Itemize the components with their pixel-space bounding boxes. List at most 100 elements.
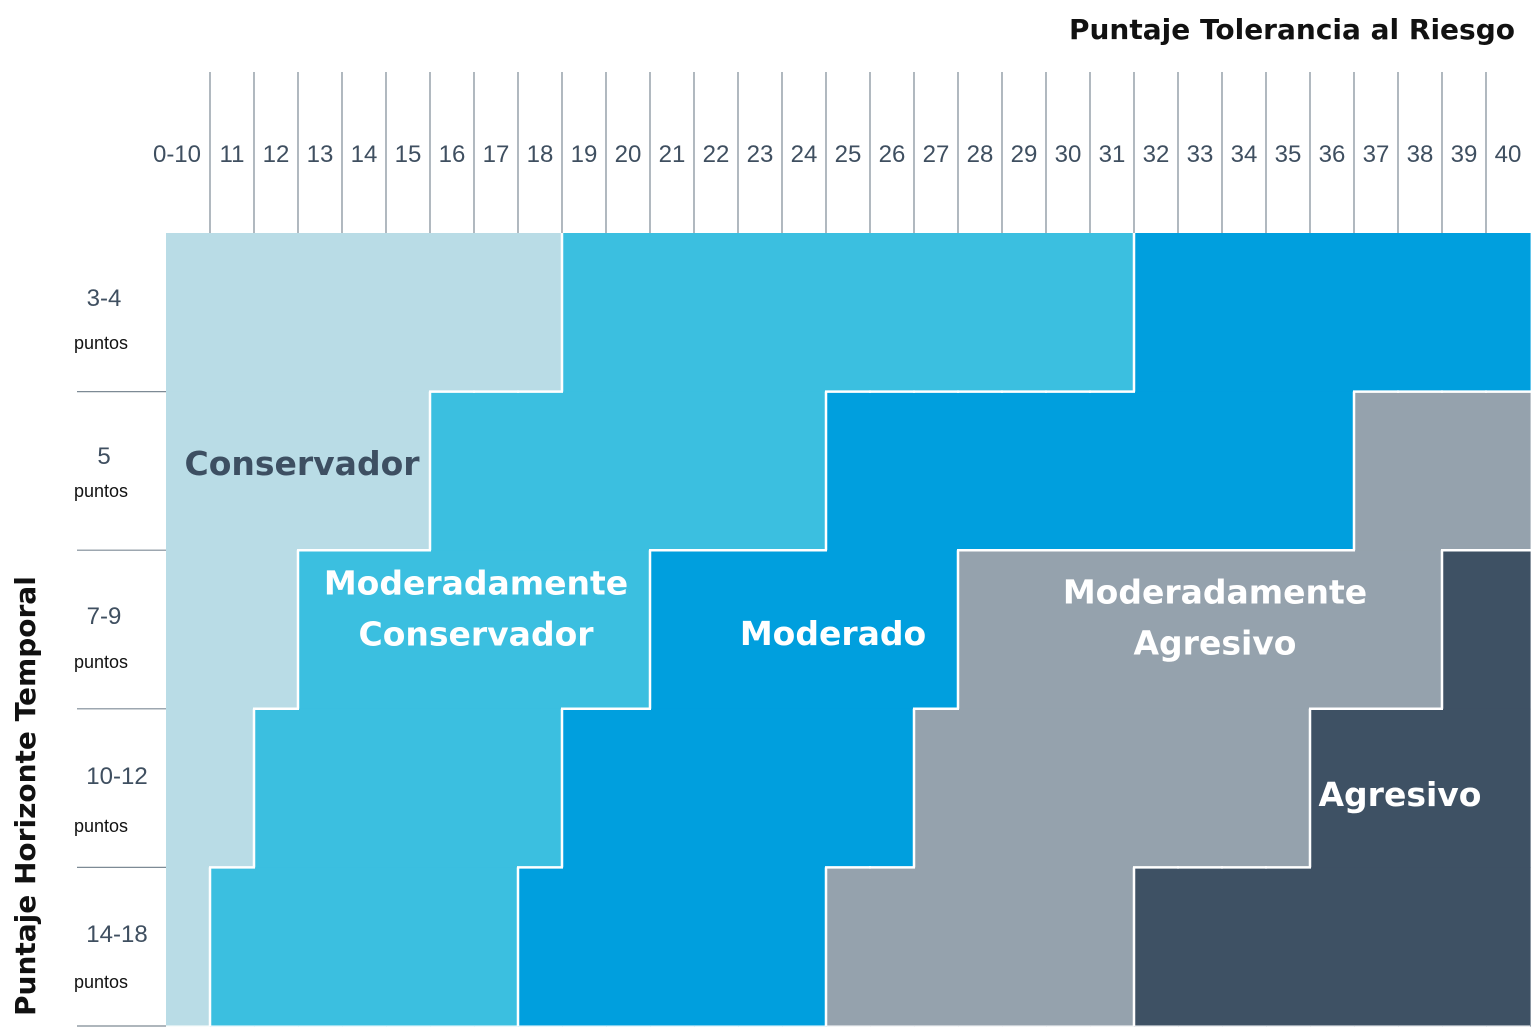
zone-cell [166,550,211,710]
zone-cell [562,867,607,1027]
zone-cell [342,867,387,1027]
zone-cell [1354,550,1399,710]
zone-cell [1442,708,1487,868]
zone-cell [430,708,475,868]
zone-cell [1310,867,1355,1027]
zone-cell [1002,708,1047,868]
y-axis-title: Puntaje Horizonte Temporal [9,576,42,1016]
zone-cell [1222,233,1267,393]
zone-cell [1046,708,1091,868]
x-tick-label: 23 [747,141,774,168]
zone-cell [958,867,1003,1027]
zone-cell [1486,867,1531,1027]
x-tick-label: 32 [1143,141,1170,168]
zone-cell [166,867,211,1027]
zone-cell [386,550,431,710]
x-axis-title: Puntaje Tolerancia al Riesgo [1069,13,1515,46]
x-tick-label: 17 [483,141,510,168]
zone-cell [870,708,915,868]
zone-cell [1310,708,1355,868]
zone-cell [1046,867,1091,1027]
zone-cell [738,708,783,868]
x-tick-label: 20 [615,141,642,168]
zone-cell [474,550,519,710]
zone-cell [1266,867,1311,1027]
zone-cell [606,233,651,393]
zone-cell [1090,550,1135,710]
x-tick-label: 13 [307,141,334,168]
zone-cell [1046,233,1091,393]
zone-cell [1090,233,1135,393]
zone-cell [694,391,739,551]
zone-cell [914,708,959,868]
x-tick-label: 36 [1319,141,1346,168]
zone-cell [1134,391,1179,551]
zone-cell [1354,391,1399,551]
x-tick-labels: 0-10 11 12 13 14 15 16 17 18 19 20 21 22 23 24 25 26 27 28… [153,141,1521,168]
zone-cell [210,391,255,551]
zone-cell [1310,550,1355,710]
zone-cell [1046,550,1091,710]
x-tick-label: 38 [1407,141,1434,168]
zone-cell [562,233,607,393]
zone-cell [430,233,475,393]
x-tick-label: 15 [395,141,422,168]
zone-cell [1090,867,1135,1027]
zone-cell [826,708,871,868]
zone-cell [870,550,915,710]
zone-cell [1222,550,1267,710]
column-divider-lines [209,72,1487,233]
zone-cell [430,550,475,710]
zone-cell [1178,708,1223,868]
zone-cell [1266,550,1311,710]
x-tick-label: 12 [263,141,290,168]
zone-cell [694,550,739,710]
zone-cell [738,550,783,710]
zone-cell [1442,867,1487,1027]
zone-cell [254,867,299,1027]
x-tick-label: 21 [659,141,686,168]
zone-cell [386,233,431,393]
zone-cells [166,233,1531,1027]
zone-cell [1222,708,1267,868]
x-tick-label: 33 [1187,141,1214,168]
zone-cell [210,550,255,710]
zone-label: Agresivo [1134,624,1297,663]
zone-cell [914,550,959,710]
zone-cell [738,391,783,551]
zone-cell [342,233,387,393]
y-tick-label: 7-9 [87,603,122,630]
zone-label: Moderado [740,614,926,653]
zone-cell [1178,867,1223,1027]
zone-cell [518,233,563,393]
zone-cell [1222,391,1267,551]
x-tick-label: 31 [1099,141,1126,168]
zone-cell [870,867,915,1027]
x-tick-label: 25 [835,141,862,168]
zone-cell [342,550,387,710]
zone-cell [1398,233,1443,393]
zone-cell [1398,867,1443,1027]
y-tick-label: 3-4 [87,285,122,312]
zone-cell [518,867,563,1027]
zone-cell [562,550,607,710]
zone-cell [738,233,783,393]
zone-cell [210,867,255,1027]
zone-cell [650,867,695,1027]
zone-cell [298,550,343,710]
zone-cell [1354,233,1399,393]
zone-cell [386,708,431,868]
zone-cell [1486,550,1531,710]
zone-cell [254,550,299,710]
x-tick-label: 34 [1231,141,1258,168]
zone-cell [1486,708,1531,868]
zone-cell [474,391,519,551]
zone-cell [782,233,827,393]
zone-cell [1178,233,1223,393]
zone-cell [1486,233,1531,393]
y-tick-label: 10-12 [86,763,147,790]
zone-cell [1002,233,1047,393]
zone-cell [826,233,871,393]
zone-cell [1442,233,1487,393]
